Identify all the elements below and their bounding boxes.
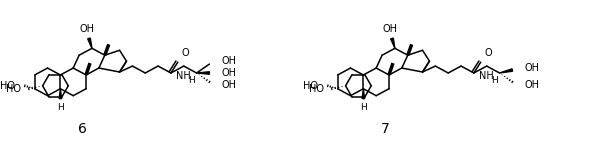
Text: H: H bbox=[57, 103, 64, 112]
Polygon shape bbox=[362, 89, 365, 99]
Polygon shape bbox=[88, 38, 92, 48]
Text: OH: OH bbox=[80, 23, 95, 33]
Polygon shape bbox=[59, 89, 61, 99]
Text: HO: HO bbox=[309, 84, 324, 94]
Text: OH: OH bbox=[524, 80, 539, 90]
Text: HO: HO bbox=[6, 84, 21, 94]
Text: H: H bbox=[491, 76, 497, 85]
Text: H: H bbox=[188, 76, 195, 85]
Text: HO: HO bbox=[303, 81, 318, 91]
Polygon shape bbox=[391, 38, 395, 48]
Text: H: H bbox=[360, 103, 367, 112]
Polygon shape bbox=[500, 69, 513, 73]
Text: NH: NH bbox=[480, 71, 494, 81]
Text: OH: OH bbox=[524, 63, 539, 73]
Text: OH: OH bbox=[383, 23, 397, 33]
Text: NH: NH bbox=[176, 71, 191, 81]
Text: O: O bbox=[484, 48, 492, 58]
Text: HO: HO bbox=[0, 81, 15, 91]
Text: OH: OH bbox=[221, 80, 236, 90]
Text: OH: OH bbox=[221, 56, 236, 66]
Text: O: O bbox=[182, 48, 189, 58]
Text: 6: 6 bbox=[77, 122, 87, 136]
Text: OH: OH bbox=[221, 68, 236, 78]
Text: 7: 7 bbox=[381, 122, 389, 136]
Polygon shape bbox=[196, 72, 209, 74]
